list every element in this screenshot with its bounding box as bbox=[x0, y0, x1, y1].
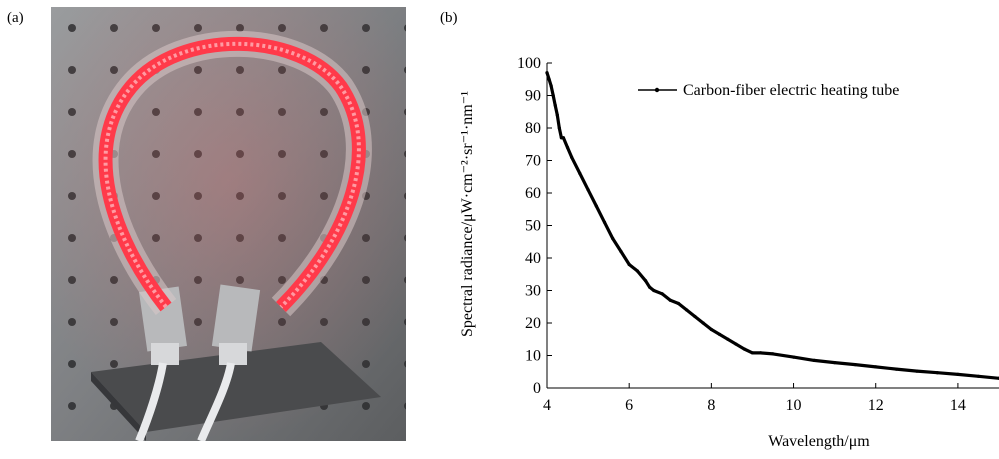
x-tick-label: 12 bbox=[868, 397, 884, 414]
data-point bbox=[935, 371, 939, 375]
data-point bbox=[853, 363, 857, 367]
data-point bbox=[660, 292, 664, 296]
data-point bbox=[557, 126, 561, 130]
data-point bbox=[611, 236, 615, 241]
carbon-fiber-heating-tube-photo bbox=[51, 7, 406, 441]
data-point bbox=[771, 352, 775, 356]
data-point bbox=[734, 342, 738, 346]
data-point bbox=[652, 288, 656, 293]
spectral-radiance-chart: 0 10 20 30 40 50 60 70 80 90 100 4 6 8 10 12 14 Spectral… bbox=[455, 40, 999, 454]
data-point bbox=[570, 155, 574, 159]
data-point bbox=[742, 347, 746, 351]
x-tick-label: 8 bbox=[707, 397, 715, 414]
x-tick-label: 6 bbox=[625, 397, 633, 414]
data-point bbox=[555, 113, 559, 117]
x-axis-title: Wavelength/μm bbox=[768, 433, 870, 450]
data-point bbox=[791, 355, 796, 359]
y-tick-label: 60 bbox=[525, 185, 541, 202]
data-point bbox=[561, 136, 566, 140]
data-point bbox=[644, 279, 648, 283]
data-point bbox=[874, 365, 878, 369]
series-line bbox=[545, 71, 999, 380]
y-tick-label: 70 bbox=[525, 153, 541, 170]
y-tick-label: 30 bbox=[525, 283, 541, 300]
legend-label: Carbon-fiber electric heating tube bbox=[683, 82, 899, 99]
data-point bbox=[565, 145, 570, 150]
data-point bbox=[648, 285, 652, 289]
data-point bbox=[551, 93, 555, 98]
data-point bbox=[547, 77, 551, 81]
data-point bbox=[676, 301, 681, 306]
x-tick-label: 4 bbox=[543, 397, 551, 414]
data-point bbox=[602, 220, 607, 224]
data-point bbox=[545, 71, 549, 75]
y-axis-title: Spectral radiance/μW·cm⁻²·sr⁻¹·nm⁻¹ bbox=[459, 91, 476, 337]
y-tick-label: 0 bbox=[533, 380, 541, 397]
y-tick-label: 100 bbox=[517, 55, 541, 72]
data-point bbox=[709, 327, 713, 332]
data-point bbox=[693, 314, 697, 319]
data-point bbox=[956, 372, 960, 376]
legend-marker bbox=[654, 87, 660, 93]
data-point bbox=[685, 308, 689, 312]
y-tick-label: 80 bbox=[525, 120, 541, 137]
data-point bbox=[976, 374, 981, 378]
data-point bbox=[668, 298, 672, 302]
x-tick-label: 10 bbox=[786, 397, 802, 414]
data-point bbox=[717, 332, 722, 336]
panel-label-b: (b) bbox=[440, 10, 458, 26]
panel-label-a: (a) bbox=[7, 10, 24, 26]
x-tick-label: 14 bbox=[950, 397, 966, 414]
data-point bbox=[759, 351, 763, 355]
data-point bbox=[635, 269, 639, 273]
y-tick-label: 40 bbox=[525, 250, 541, 267]
y-tick-label: 50 bbox=[525, 218, 541, 235]
data-point bbox=[553, 103, 557, 107]
y-tick-label: 90 bbox=[525, 88, 541, 105]
data-point bbox=[701, 321, 705, 325]
y-tick-label: 10 bbox=[525, 348, 541, 365]
data-point bbox=[586, 188, 590, 192]
data-point bbox=[750, 351, 755, 355]
data-point bbox=[894, 367, 898, 371]
data-point bbox=[812, 358, 816, 362]
y-tick-label: 20 bbox=[525, 315, 541, 332]
data-point bbox=[619, 249, 623, 254]
data-point bbox=[594, 204, 598, 208]
data-point bbox=[627, 262, 631, 267]
data-point bbox=[549, 84, 553, 88]
data-point bbox=[915, 369, 919, 373]
data-point bbox=[578, 171, 582, 176]
data-point bbox=[726, 337, 730, 341]
data-point bbox=[833, 361, 837, 365]
